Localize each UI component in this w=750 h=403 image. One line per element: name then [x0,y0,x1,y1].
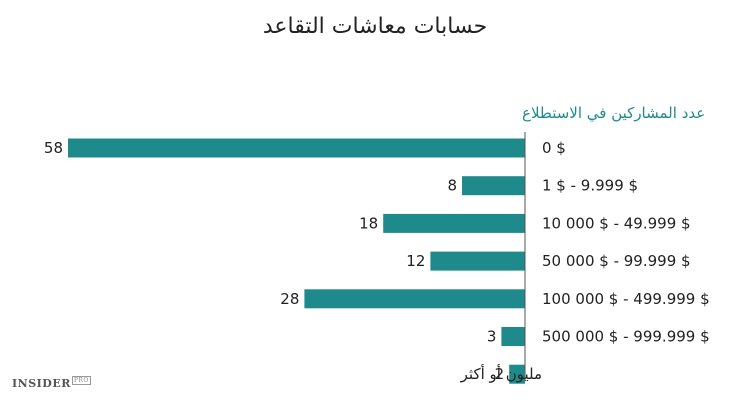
bar-4 [304,289,525,309]
brand-sub: PRO [71,376,91,386]
value-label-3: 12 [406,252,425,270]
value-label-6: 2 [495,365,505,383]
value-label-5: 3 [487,328,497,346]
bar-1 [462,176,525,196]
value-label-1: 8 [447,177,457,195]
value-label-0: 58 [44,139,63,157]
bar-2 [383,213,525,233]
category-label-2: 10 000 $ - 49.999 $ [542,214,691,232]
brand-name: INSIDER [12,377,71,390]
bar-6 [509,364,525,384]
category-label-4: 100 000 $ - 499.999 $ [542,290,710,308]
bars-layer: 58 0 $ 8 1 $ - 9.999 $ 18 10 000 $ - 49.999 $… [44,138,710,384]
category-label-1: 1 $ - 9.999 $ [542,177,638,195]
category-label-0: 0 $ [542,139,566,157]
chart-title: حسابات معاشات التقاعد [262,14,488,39]
value-label-4: 28 [280,290,299,308]
category-label-3: 50 000 $ - 99.999 $ [542,252,691,270]
bar-3 [430,251,525,271]
bar-0 [68,138,525,158]
category-label-5: 500 000 $ - 999.999 $ [542,328,710,346]
bar-5 [501,327,525,346]
axis-title: عدد المشاركين في الاستطلاع [522,104,705,123]
brand-logo: INSIDER PRO [12,376,91,390]
category-label-6: مليون أو أكثر [460,364,542,383]
value-label-2: 18 [359,214,378,232]
